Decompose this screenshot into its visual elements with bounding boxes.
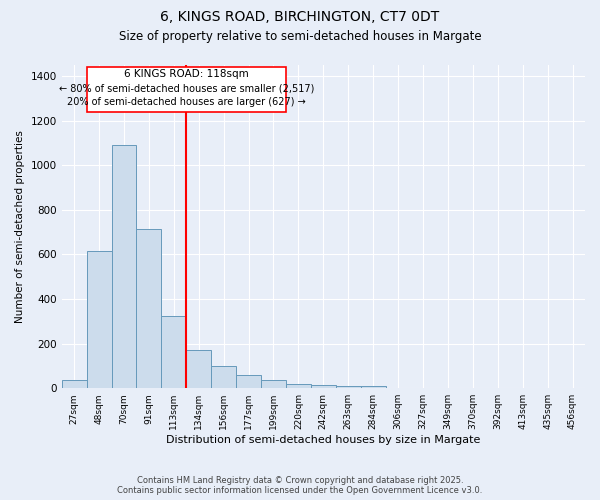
Text: 6 KINGS ROAD: 118sqm: 6 KINGS ROAD: 118sqm <box>124 70 248 80</box>
Text: 20% of semi-detached houses are larger (627) →: 20% of semi-detached houses are larger (… <box>67 98 305 108</box>
FancyBboxPatch shape <box>86 67 286 112</box>
X-axis label: Distribution of semi-detached houses by size in Margate: Distribution of semi-detached houses by … <box>166 435 481 445</box>
Bar <box>86 251 112 388</box>
Bar <box>336 386 361 388</box>
Text: 6, KINGS ROAD, BIRCHINGTON, CT7 0DT: 6, KINGS ROAD, BIRCHINGTON, CT7 0DT <box>160 10 440 24</box>
Bar <box>236 375 261 388</box>
Bar <box>311 385 336 388</box>
Text: Size of property relative to semi-detached houses in Margate: Size of property relative to semi-detach… <box>119 30 481 43</box>
Bar <box>211 366 236 388</box>
Bar <box>361 386 386 388</box>
Bar <box>136 229 161 388</box>
Bar <box>161 316 186 388</box>
Bar <box>286 384 311 388</box>
Bar <box>186 350 211 388</box>
Text: ← 80% of semi-detached houses are smaller (2,517): ← 80% of semi-detached houses are smalle… <box>59 84 314 94</box>
Y-axis label: Number of semi-detached properties: Number of semi-detached properties <box>15 130 25 323</box>
Text: Contains HM Land Registry data © Crown copyright and database right 2025.
Contai: Contains HM Land Registry data © Crown c… <box>118 476 482 495</box>
Bar <box>112 145 136 388</box>
Bar <box>62 380 86 388</box>
Bar <box>261 380 286 388</box>
